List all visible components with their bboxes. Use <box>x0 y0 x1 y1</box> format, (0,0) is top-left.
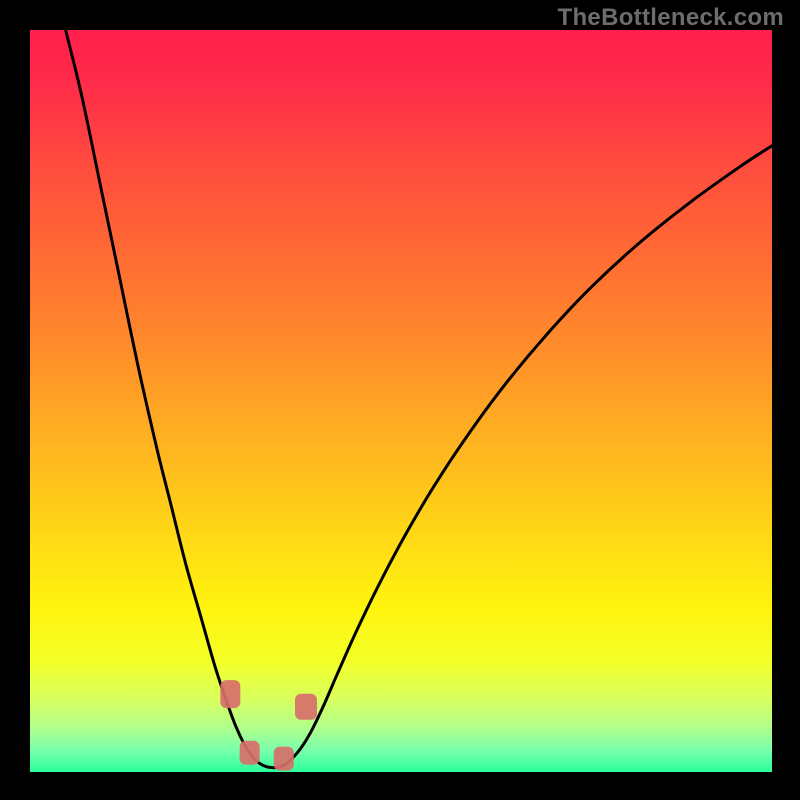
curve-marker-0 <box>220 680 240 708</box>
curve-marker-1 <box>240 741 260 765</box>
plot-area <box>30 30 772 772</box>
curve-marker-3 <box>295 694 317 720</box>
bottleneck-curve <box>66 30 772 768</box>
stage: TheBottleneck.com <box>0 0 800 800</box>
curve-layer <box>30 30 772 772</box>
curve-marker-2 <box>274 747 294 771</box>
watermark-text: TheBottleneck.com <box>558 4 784 32</box>
